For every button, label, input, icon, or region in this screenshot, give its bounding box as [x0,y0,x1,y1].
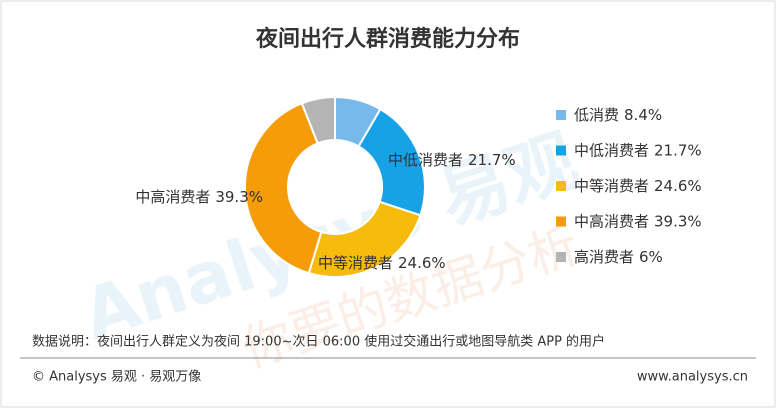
legend-swatch [556,181,566,191]
legend-swatch [556,145,566,156]
legend-label: 高消费者 6% [574,248,663,266]
data-label-name: 中等消费者 [318,254,393,272]
legend-name: 中高消费者 [574,212,649,230]
legend-name: 高消费者 [574,248,634,266]
legend-value: 39.3% [654,212,702,230]
legend-value: 21.7% [654,141,702,159]
legend-swatch [556,216,566,227]
legend-label: 中高消费者 39.3% [574,212,702,230]
data-label: 中等消费者 24.6% [318,254,446,272]
data-label-value: 24.6% [398,254,446,272]
data-label: 中低消费者 21.7% [388,151,516,169]
data-label-name: 中高消费者 [135,188,210,206]
footer-copyright: © Analysys 易观 · 易观万像 [32,370,201,385]
legend-swatch [556,110,566,120]
footer-note: 数据说明：夜间出行人群定义为夜间 19:00~次日 06:00 使用过交通出行或… [32,334,605,350]
legend-label: 中低消费者 21.7% [574,141,702,159]
legend-value: 24.6% [654,177,702,195]
slice [300,95,336,145]
legend-value: 8.4% [624,106,662,124]
footer-url: www.analysys.cn [637,370,748,385]
legend-label: 低消费 8.4% [574,106,662,124]
legend-value: 6% [639,248,663,266]
legend-name: 低消费 [574,106,619,124]
legend-swatch [556,252,566,262]
legend-label: 中等消费者 24.6% [574,177,702,195]
legend-name: 中低消费者 [574,141,649,159]
chart-title: 夜间出行人群消费能力分布 [255,26,520,52]
slice [307,200,422,278]
legend-name: 中等消费者 [574,177,649,195]
data-label-value: 21.7% [468,151,516,169]
data-label-name: 中低消费者 [388,151,463,169]
slice [244,102,323,275]
data-label-value: 39.3% [215,188,263,206]
data-label: 中高消费者 39.3% [135,188,263,206]
